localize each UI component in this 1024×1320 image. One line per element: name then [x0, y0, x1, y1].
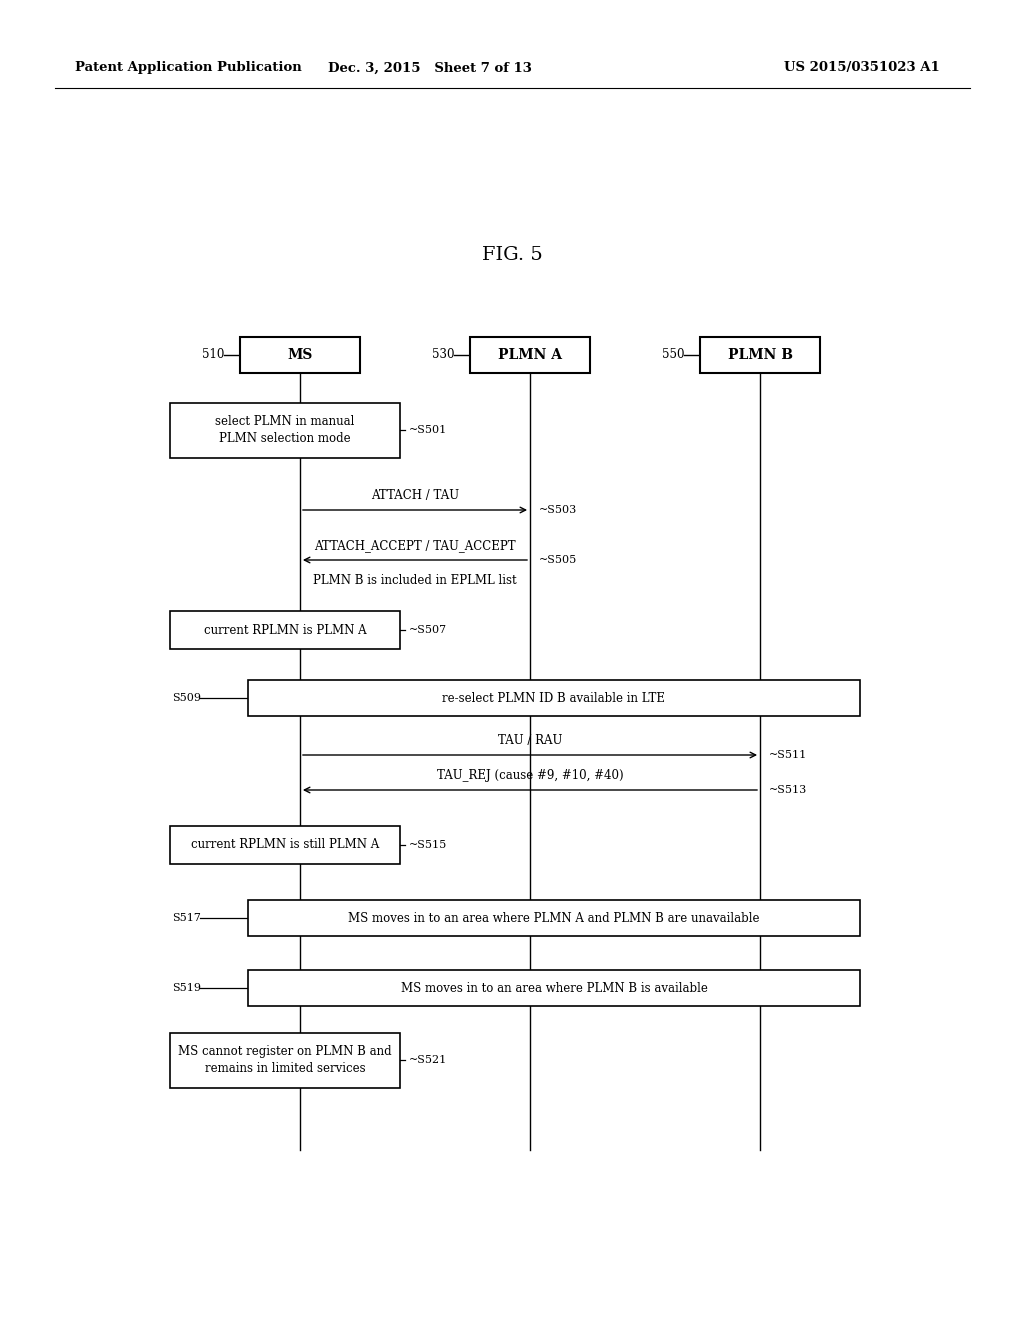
- Text: PLMN A: PLMN A: [498, 348, 562, 362]
- Text: ATTACH_ACCEPT / TAU_ACCEPT: ATTACH_ACCEPT / TAU_ACCEPT: [314, 539, 516, 552]
- Bar: [240, 337, 360, 374]
- Text: TAU / RAU: TAU / RAU: [498, 734, 562, 747]
- Bar: [248, 900, 860, 936]
- Text: ATTACH / TAU: ATTACH / TAU: [371, 488, 459, 502]
- Text: US 2015/0351023 A1: US 2015/0351023 A1: [784, 62, 940, 74]
- Bar: [170, 611, 400, 649]
- Text: ~S521: ~S521: [409, 1055, 447, 1065]
- Text: S517: S517: [172, 913, 201, 923]
- Text: current RPLMN is PLMN A: current RPLMN is PLMN A: [204, 623, 367, 636]
- Text: ~S501: ~S501: [409, 425, 447, 436]
- Text: re-select PLMN ID B available in LTE: re-select PLMN ID B available in LTE: [442, 692, 666, 705]
- Text: Patent Application Publication: Patent Application Publication: [75, 62, 302, 74]
- Text: S519: S519: [172, 983, 201, 993]
- Bar: [248, 680, 860, 715]
- Text: ~S511: ~S511: [769, 750, 807, 760]
- Text: MS cannot register on PLMN B and
remains in limited services: MS cannot register on PLMN B and remains…: [178, 1045, 392, 1074]
- Text: current RPLMN is still PLMN A: current RPLMN is still PLMN A: [190, 838, 379, 851]
- Bar: [248, 970, 860, 1006]
- Text: 530: 530: [432, 348, 455, 362]
- Text: ~S503: ~S503: [539, 506, 578, 515]
- Text: MS moves in to an area where PLMN B is available: MS moves in to an area where PLMN B is a…: [400, 982, 708, 994]
- Bar: [470, 337, 590, 374]
- Bar: [700, 337, 820, 374]
- Bar: [170, 403, 400, 458]
- Text: 550: 550: [662, 348, 684, 362]
- Text: ~S515: ~S515: [409, 840, 447, 850]
- Text: ~S505: ~S505: [539, 554, 578, 565]
- Text: FIG. 5: FIG. 5: [481, 246, 543, 264]
- Text: Dec. 3, 2015   Sheet 7 of 13: Dec. 3, 2015 Sheet 7 of 13: [328, 62, 531, 74]
- Bar: [170, 1032, 400, 1088]
- Text: ~S507: ~S507: [409, 624, 447, 635]
- Text: select PLMN in manual
PLMN selection mode: select PLMN in manual PLMN selection mod…: [215, 414, 354, 445]
- Text: 510: 510: [202, 348, 224, 362]
- Text: S509: S509: [172, 693, 201, 704]
- Text: MS: MS: [288, 348, 312, 362]
- Text: MS moves in to an area where PLMN A and PLMN B are unavailable: MS moves in to an area where PLMN A and …: [348, 912, 760, 924]
- Bar: [170, 826, 400, 865]
- Text: PLMN B: PLMN B: [727, 348, 793, 362]
- Text: PLMN B is included in EPLML list: PLMN B is included in EPLML list: [313, 574, 517, 587]
- Text: TAU_REJ (cause #9, #10, #40): TAU_REJ (cause #9, #10, #40): [436, 770, 624, 781]
- Text: ~S513: ~S513: [769, 785, 807, 795]
